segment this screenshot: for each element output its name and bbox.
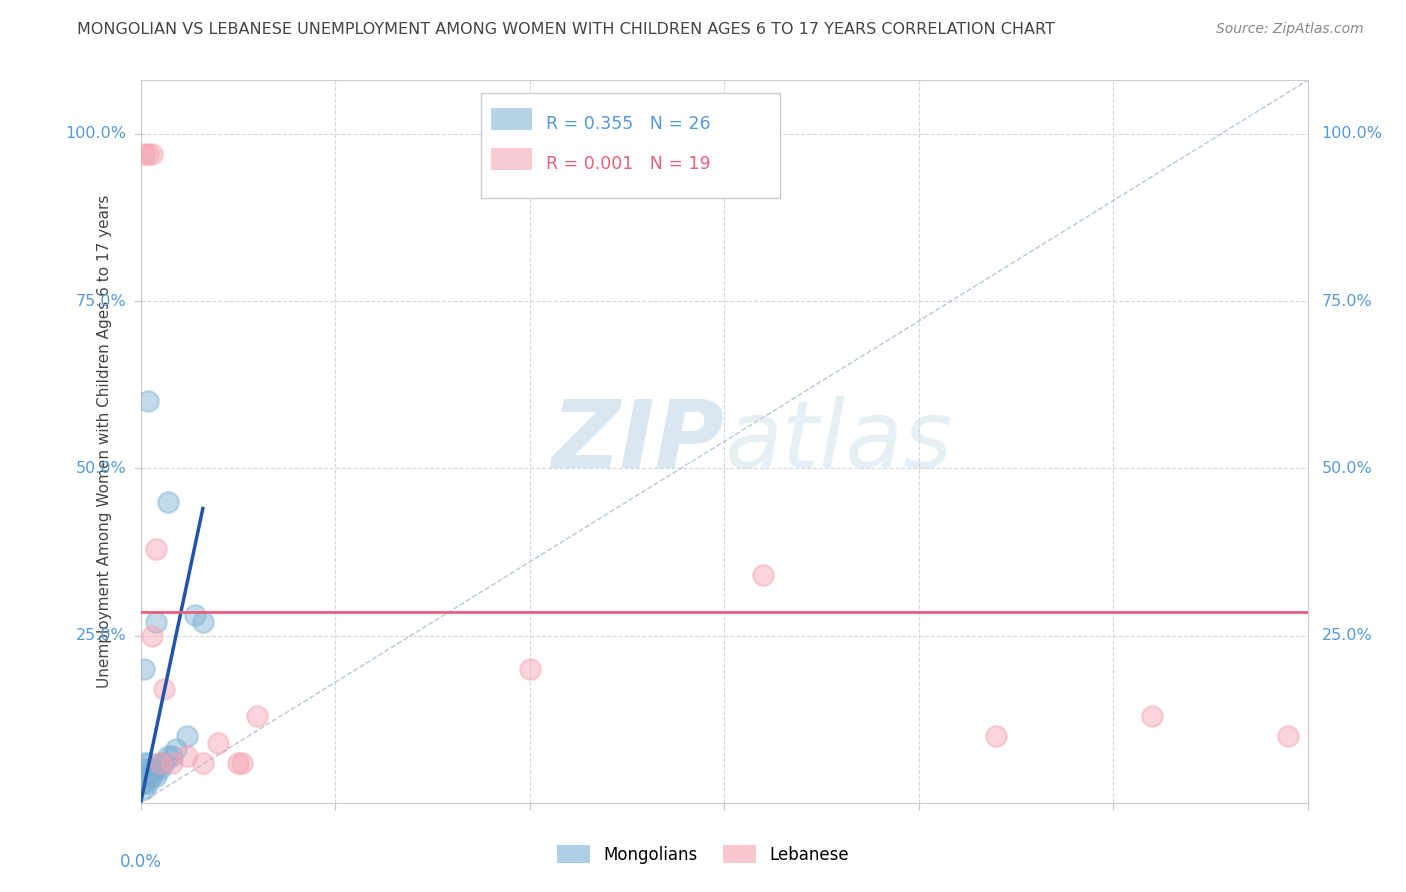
Text: 50.0%: 50.0%	[76, 461, 127, 475]
Point	[141, 628, 163, 642]
Text: 50.0%: 50.0%	[1322, 461, 1372, 475]
Point	[141, 769, 163, 783]
Point	[134, 756, 156, 770]
Text: 75.0%: 75.0%	[76, 293, 127, 309]
Point	[134, 662, 156, 676]
Point	[184, 608, 207, 623]
Point	[191, 615, 214, 630]
Point	[207, 735, 229, 749]
Point	[149, 762, 172, 776]
Point	[752, 568, 775, 582]
Point	[165, 742, 187, 756]
Point	[149, 756, 172, 770]
FancyBboxPatch shape	[491, 109, 531, 130]
Point	[129, 776, 152, 790]
Text: ZIP: ZIP	[551, 395, 724, 488]
Point	[191, 756, 214, 770]
Text: 25.0%: 25.0%	[76, 628, 127, 643]
Point	[145, 769, 167, 783]
Point	[141, 762, 163, 776]
Point	[986, 729, 1008, 743]
Y-axis label: Unemployment Among Women with Children Ages 6 to 17 years: Unemployment Among Women with Children A…	[97, 194, 112, 689]
Point	[145, 762, 167, 776]
Text: 75.0%: 75.0%	[1322, 293, 1372, 309]
Point	[145, 541, 167, 556]
Point	[134, 776, 156, 790]
Point	[134, 147, 156, 161]
Text: 25.0%: 25.0%	[1322, 628, 1372, 643]
Point	[149, 756, 172, 770]
Point	[156, 749, 179, 764]
Point	[145, 615, 167, 630]
Point	[134, 769, 156, 783]
Point	[176, 729, 198, 743]
Point	[160, 749, 183, 764]
Text: Source: ZipAtlas.com: Source: ZipAtlas.com	[1216, 22, 1364, 37]
Point	[141, 147, 163, 161]
FancyBboxPatch shape	[481, 93, 780, 198]
Point	[176, 749, 198, 764]
Point	[1140, 708, 1163, 723]
Text: 100.0%: 100.0%	[1322, 127, 1382, 141]
Point	[226, 756, 249, 770]
Text: R = 0.355   N = 26: R = 0.355 N = 26	[546, 115, 710, 133]
Legend: Mongolians, Lebanese: Mongolians, Lebanese	[550, 838, 856, 871]
Point	[153, 756, 176, 770]
Point	[138, 769, 160, 783]
Point	[160, 756, 183, 770]
Point	[134, 762, 156, 776]
Point	[156, 494, 179, 508]
Point	[231, 756, 253, 770]
Point	[138, 756, 160, 770]
Point	[153, 681, 176, 696]
Point	[1277, 729, 1299, 743]
FancyBboxPatch shape	[491, 148, 531, 169]
Text: 0.0%: 0.0%	[120, 854, 162, 871]
Text: atlas: atlas	[724, 396, 952, 487]
Point	[519, 662, 541, 676]
Text: MONGOLIAN VS LEBANESE UNEMPLOYMENT AMONG WOMEN WITH CHILDREN AGES 6 TO 17 YEARS : MONGOLIAN VS LEBANESE UNEMPLOYMENT AMONG…	[77, 22, 1056, 37]
Point	[138, 394, 160, 409]
Point	[138, 776, 160, 790]
Point	[134, 782, 156, 797]
Point	[246, 708, 269, 723]
Point	[138, 147, 160, 161]
Text: R = 0.001   N = 19: R = 0.001 N = 19	[546, 155, 710, 173]
Text: 100.0%: 100.0%	[66, 127, 127, 141]
